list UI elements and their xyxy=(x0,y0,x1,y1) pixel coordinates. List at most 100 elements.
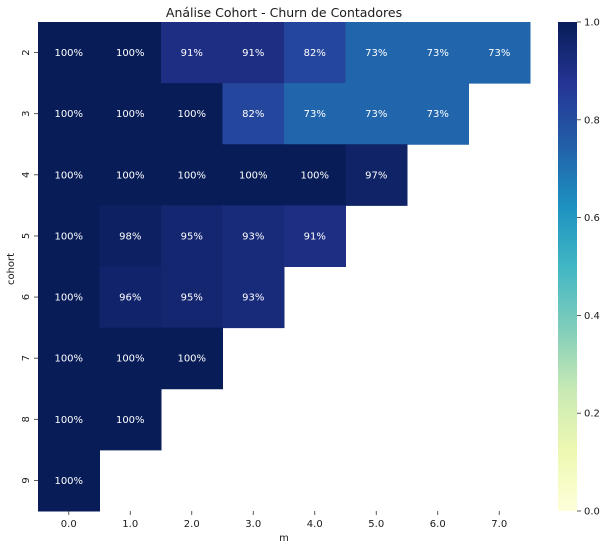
heatmap-cell xyxy=(284,22,346,84)
heatmap-cell xyxy=(222,266,285,329)
heatmap-cell xyxy=(407,83,469,145)
heatmap-cell xyxy=(407,22,469,84)
colorbar-tick-label: 0.4 xyxy=(584,311,600,322)
cell-value-label: 100% xyxy=(54,415,83,426)
colorbar-tick-label: 0.2 xyxy=(584,409,600,420)
heatmap-cell xyxy=(38,449,100,512)
colorbar-tick-label: 1.0 xyxy=(584,18,600,29)
y-tick-label: 3 xyxy=(21,111,32,117)
x-tick-label: 7.0 xyxy=(491,519,507,530)
heatmap-cell xyxy=(284,83,346,145)
x-tick-label: 6.0 xyxy=(430,519,446,530)
y-tick-label: 8 xyxy=(21,416,32,422)
heatmap-cell xyxy=(161,266,223,329)
cell-value-label: 100% xyxy=(116,415,145,426)
colorbar-ticks: 0.0 0.2 0.4 0.6 0.8 1.0 xyxy=(577,18,600,518)
cell-value-label: 100% xyxy=(177,170,206,181)
y-axis-ticks: 2 3 4 5 6 7 8 9 xyxy=(21,49,38,484)
cell-value-label: 100% xyxy=(54,231,83,242)
colorbar-tick-label: 0.0 xyxy=(584,507,600,518)
heatmap-cell xyxy=(468,22,531,84)
cell-value-label: 95% xyxy=(181,231,203,242)
heatmap-cell xyxy=(38,144,100,206)
cell-value-label: 100% xyxy=(239,170,268,181)
cell-value-label: 100% xyxy=(54,476,83,487)
cell-value-label: 73% xyxy=(488,48,510,59)
x-tick-label: 3.0 xyxy=(245,519,261,530)
heatmap-cell xyxy=(161,144,223,206)
heatmap-cell xyxy=(38,83,100,145)
cell-value-label: 91% xyxy=(181,48,203,59)
heatmap-cell xyxy=(345,144,408,206)
x-axis-label: m xyxy=(279,533,289,544)
heatmap-cell xyxy=(222,22,285,84)
cell-value-label: 73% xyxy=(365,48,387,59)
heatmap-cell xyxy=(38,327,100,390)
heatmap-cell xyxy=(99,22,162,84)
cell-value-label: 100% xyxy=(177,354,206,365)
heatmap-cell-labels: 100% 100% 91% 91% 82% 73% 73% 73% 100% 100% 100% 82… xyxy=(54,48,510,487)
cell-value-label: 100% xyxy=(116,48,145,59)
y-tick-label: 2 xyxy=(21,49,32,55)
cell-value-label: 73% xyxy=(427,109,449,120)
colorbar-tick-label: 0.6 xyxy=(584,213,600,224)
chart-title: Análise Cohort - Churn de Contadores xyxy=(166,5,402,20)
cell-value-label: 100% xyxy=(177,109,206,120)
y-tick-label: 5 xyxy=(21,233,32,239)
cell-value-label: 73% xyxy=(365,109,387,120)
cell-value-label: 82% xyxy=(242,109,264,120)
x-tick-label: 5.0 xyxy=(368,519,384,530)
heatmap-cell xyxy=(161,22,223,84)
colorbar-tick-label: 0.8 xyxy=(584,115,600,126)
cell-value-label: 95% xyxy=(181,293,203,304)
y-tick-label: 6 xyxy=(21,294,32,300)
cell-value-label: 100% xyxy=(116,109,145,120)
heatmap-cell xyxy=(345,83,408,145)
cell-value-label: 100% xyxy=(54,170,83,181)
heatmap-cell xyxy=(222,83,285,145)
heatmap-cell xyxy=(38,22,100,84)
cell-value-label: 91% xyxy=(304,231,326,242)
heatmap-cell xyxy=(99,144,162,206)
y-tick-label: 9 xyxy=(21,477,32,483)
heatmap-cell xyxy=(222,144,285,206)
y-tick-label: 7 xyxy=(21,355,32,361)
x-tick-label: 4.0 xyxy=(307,519,323,530)
heatmap-cell xyxy=(161,205,223,267)
cell-value-label: 100% xyxy=(300,170,329,181)
heatmap-cell xyxy=(161,327,223,390)
cell-value-label: 100% xyxy=(116,170,145,181)
heatmap-cell xyxy=(99,205,162,267)
colorbar xyxy=(558,22,577,511)
cell-value-label: 93% xyxy=(242,293,264,304)
x-tick-label: 0.0 xyxy=(61,519,77,530)
cell-value-label: 73% xyxy=(427,48,449,59)
cell-value-label: 91% xyxy=(242,48,264,59)
cell-value-label: 98% xyxy=(119,231,141,242)
heatmap-cell xyxy=(284,205,346,267)
heatmap-cell xyxy=(161,83,223,145)
x-tick-label: 1.0 xyxy=(122,519,138,530)
heatmap-cell xyxy=(99,327,162,390)
heatmap-cell xyxy=(38,205,100,267)
cell-value-label: 82% xyxy=(304,48,326,59)
cell-value-label: 93% xyxy=(242,231,264,242)
x-tick-label: 2.0 xyxy=(184,519,200,530)
heatmap-cell xyxy=(38,266,100,329)
heatmap-cell xyxy=(99,266,162,329)
cell-value-label: 100% xyxy=(54,354,83,365)
cell-value-label: 100% xyxy=(54,48,83,59)
heatmap-cell xyxy=(99,388,162,451)
heatmap-cell xyxy=(284,144,346,206)
cell-value-label: 73% xyxy=(304,109,326,120)
cell-value-label: 96% xyxy=(119,293,141,304)
heatmap-cell xyxy=(38,388,100,451)
heatmap-cells xyxy=(38,22,531,512)
cell-value-label: 97% xyxy=(365,170,387,181)
cell-value-label: 100% xyxy=(54,109,83,120)
y-tick-label: 4 xyxy=(21,172,32,178)
y-axis-label: cohort xyxy=(6,253,17,285)
heatmap-cell xyxy=(222,205,285,267)
cell-value-label: 100% xyxy=(116,354,145,365)
